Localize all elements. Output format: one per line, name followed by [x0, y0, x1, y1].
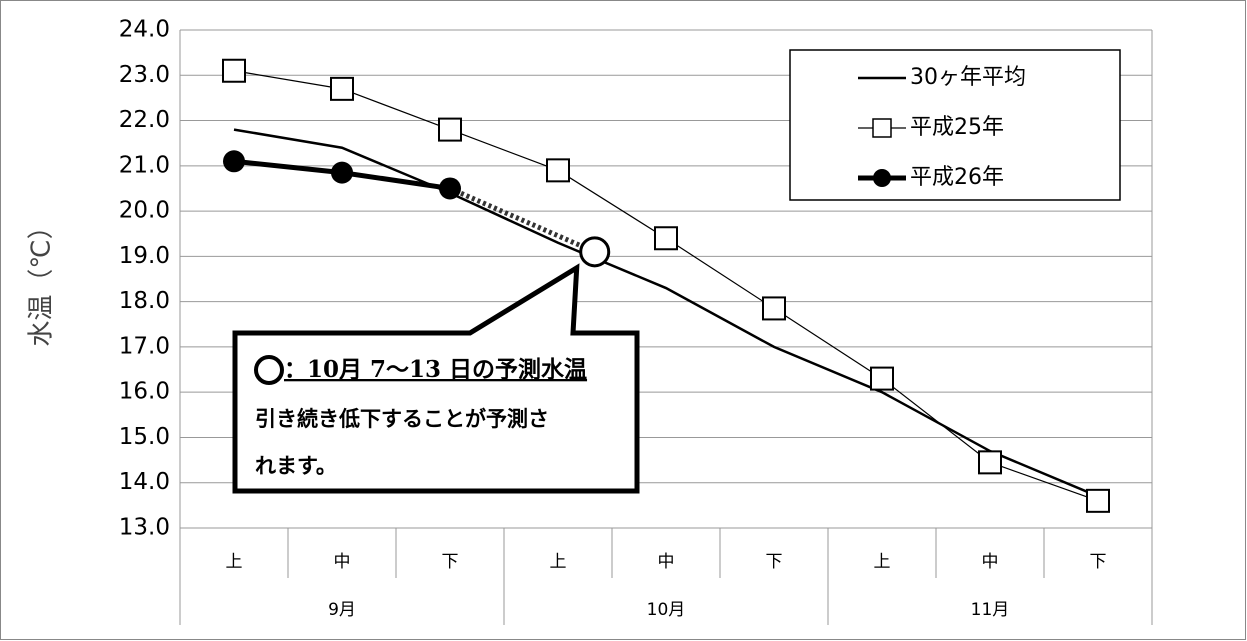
x-tick-label: 中: [982, 552, 999, 572]
y-tick-label: 21.0: [119, 152, 170, 178]
callout-text: 引き続き低下することが予測さ: [255, 407, 549, 431]
y-axis-label: 水温（℃）: [27, 213, 57, 346]
y-tick-label: 24.0: [119, 17, 170, 43]
x-tick-label: 下: [766, 552, 783, 572]
marker: [222, 58, 246, 83]
forecast-line: [448, 186, 596, 255]
y-tick-label: 18.0: [119, 288, 170, 314]
marker: [762, 296, 786, 321]
marker: [439, 177, 461, 200]
legend-label: 平成26年: [910, 165, 1004, 190]
x-tick-label: 中: [658, 552, 675, 572]
x-group-label: 9月: [328, 600, 356, 620]
marker: [1086, 488, 1110, 513]
legend-swatch: [873, 169, 891, 187]
x-group-label: 11月: [971, 600, 1010, 620]
legend-swatch: [872, 118, 892, 138]
marker: [331, 161, 353, 184]
marker: [870, 366, 894, 391]
x-tick-label: 上: [874, 552, 891, 572]
y-tick-label: 22.0: [119, 107, 170, 133]
callout-text: れます。: [255, 454, 337, 478]
x-tick-label: 下: [442, 552, 459, 572]
y-tick-label: 20.0: [119, 198, 170, 224]
marker: [546, 158, 570, 183]
x-tick-label: 中: [334, 552, 351, 572]
legend-label: 平成25年: [910, 115, 1004, 140]
x-tick-label: 上: [550, 552, 567, 572]
callout-icon: [254, 355, 284, 385]
legend-box: [789, 49, 1121, 201]
y-tick-label: 19.0: [119, 243, 170, 269]
callout: [232, 263, 640, 494]
legend-label: 30ヶ年平均: [910, 65, 1026, 90]
x-group-label: 10月: [647, 600, 686, 620]
y-tick-label: 13.0: [119, 515, 170, 541]
series-line: [233, 128, 1099, 498]
marker: [978, 450, 1002, 475]
marker: [438, 117, 462, 142]
x-tick-label: 下: [1090, 552, 1107, 572]
y-tick-label: 17.0: [119, 333, 170, 359]
marker: [330, 76, 354, 101]
callout-text: ：10月 7～13 日の予測水温: [284, 356, 587, 383]
prediction-marker: [579, 236, 611, 268]
y-tick-label: 15.0: [119, 424, 170, 450]
marker: [654, 226, 678, 251]
x-tick-label: 上: [226, 552, 243, 572]
y-tick-label: 23.0: [119, 62, 170, 88]
y-tick-label: 14.0: [119, 469, 170, 495]
y-tick-label: 16.0: [119, 379, 170, 405]
marker: [223, 150, 245, 173]
